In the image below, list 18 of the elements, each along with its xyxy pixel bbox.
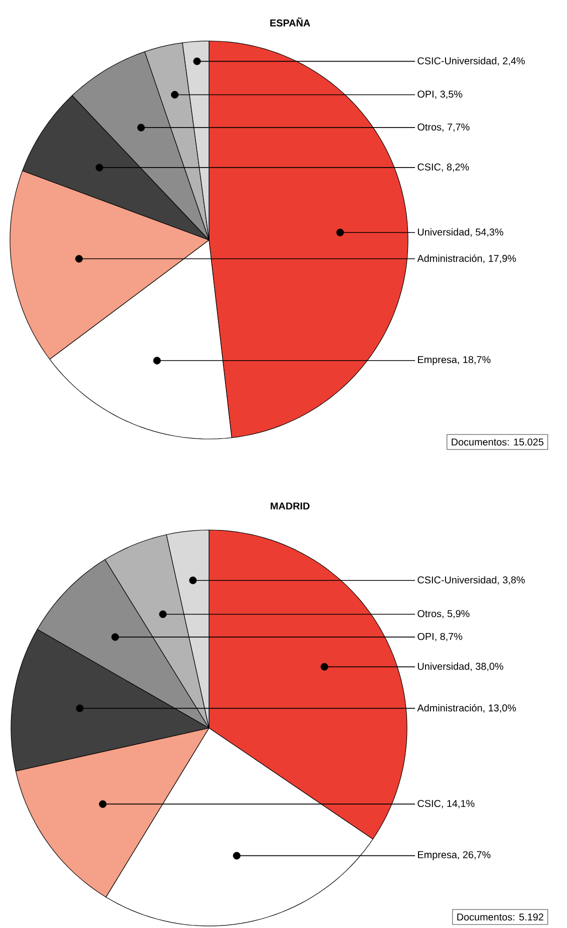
slice-label: OPI, 8,7% (418, 632, 462, 642)
slice-label: CSIC, 8,2% (418, 163, 469, 172)
slice-label: CSIC, 14,1% (418, 800, 474, 808)
slice-label: Administración, 17,9% (417, 254, 516, 264)
text: Documentos: 15.025 (452, 438, 544, 446)
chart-title: MADRID (270, 502, 310, 510)
chart-title: ESPAÑA (270, 18, 310, 26)
slice-label: Empresa, 26,7% (418, 851, 490, 860)
slice-label: CSIC-Universidad, 3,8% (418, 576, 525, 585)
slice-label: Universidad, 54,3% (418, 228, 504, 237)
text: Documentos: 5.192 (457, 913, 544, 921)
slice-label: Otros, 7,7% (418, 123, 470, 132)
slice-label: Administración, 13,0% (417, 704, 516, 713)
slice-label: CSIC-Universidad, 2,4% (418, 57, 525, 66)
slice-label: Empresa, 18,7% (418, 356, 490, 366)
slice-label: Universidad, 38,0% (418, 662, 504, 672)
slice-label: Otros, 5,9% (418, 610, 470, 618)
slice-label: OPI, 3,5% (418, 90, 462, 99)
